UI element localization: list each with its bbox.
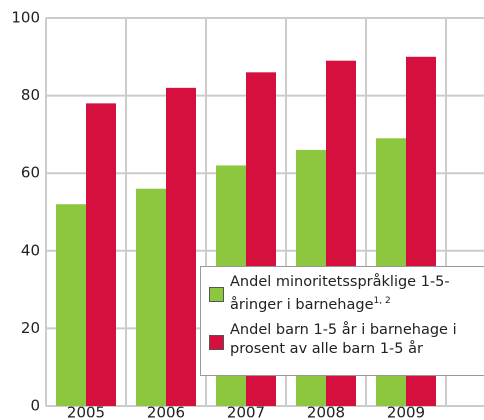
legend: Andel minoritetsspråklige 1-5-åringer i … — [200, 266, 484, 376]
y-tick-label: 0 — [30, 397, 40, 415]
bar — [136, 188, 166, 406]
bar — [86, 103, 116, 407]
legend-label: Andel barn 1-5 år i barnehage i prosent … — [230, 321, 478, 359]
legend-swatch — [209, 287, 224, 302]
legend-text: Andel minoritetsspråklige 1-5-åringer i … — [230, 274, 450, 313]
legend-text: Andel barn 1-5 år i barnehage i prosent … — [230, 321, 457, 357]
legend-item: Andel barn 1-5 år i barnehage i prosent … — [209, 321, 478, 359]
x-tick-label: 2006 — [147, 404, 185, 420]
x-tick-label: 2008 — [307, 404, 345, 420]
x-tick-label: 2007 — [227, 404, 265, 420]
y-tick-label: 40 — [21, 241, 40, 259]
legend-superscript: 1, 2 — [373, 296, 391, 306]
y-tick-label: 80 — [21, 86, 40, 104]
bar — [166, 87, 196, 406]
legend-item: Andel minoritetsspråklige 1-5-åringer i … — [209, 273, 478, 315]
legend-label: Andel minoritetsspråklige 1-5-åringer i … — [230, 273, 478, 315]
legend-swatch — [209, 334, 224, 350]
y-tick-label: 60 — [21, 164, 40, 182]
bar — [56, 204, 86, 406]
x-tick-label: 2009 — [387, 404, 425, 420]
x-tick-label: 2005 — [67, 404, 105, 420]
y-tick-label: 100 — [11, 9, 40, 27]
y-tick-label: 20 — [21, 319, 40, 337]
